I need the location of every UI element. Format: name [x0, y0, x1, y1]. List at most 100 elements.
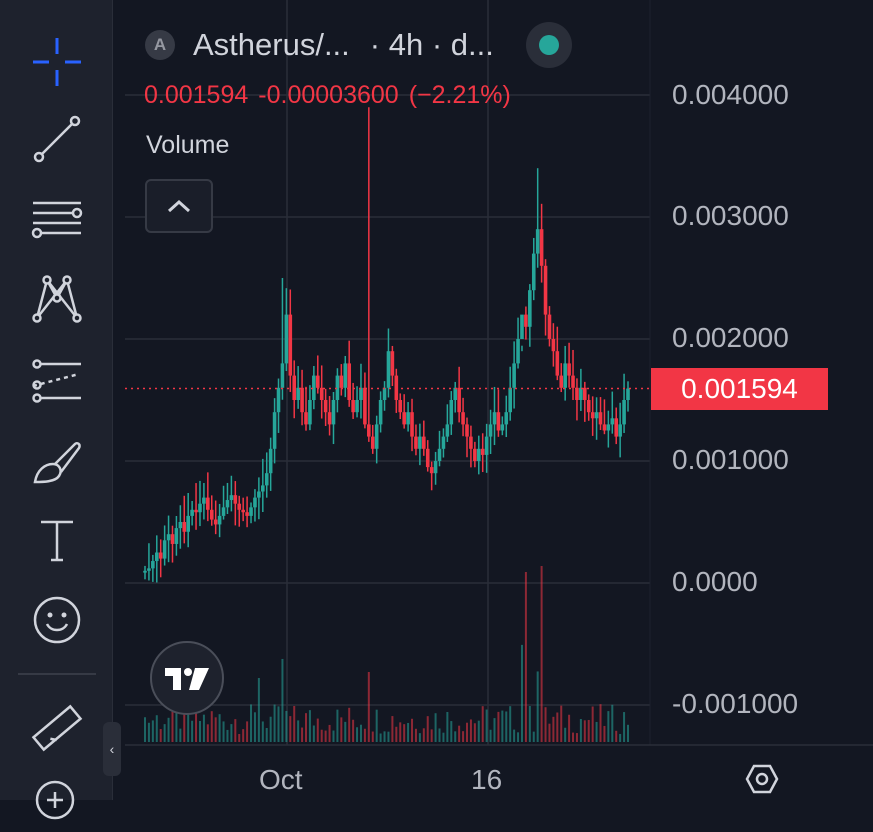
- candle-body: [225, 500, 230, 508]
- candle-body: [217, 515, 222, 525]
- volume-bar: [599, 704, 602, 742]
- volume-bar: [450, 721, 453, 742]
- symbol-header[interactable]: A Astherus/... · 4h · d...: [145, 22, 572, 68]
- volume-bar: [623, 712, 626, 742]
- candle-body: [296, 387, 300, 400]
- zoom-icon[interactable]: [27, 772, 87, 832]
- candle-body: [347, 363, 351, 400]
- price-change-percent: (−2.21%): [408, 81, 511, 109]
- candle-body: [445, 424, 450, 437]
- volume-bar: [493, 718, 496, 742]
- volume-indicator-label[interactable]: Volume: [146, 131, 230, 159]
- time-axis-label: 16: [471, 764, 503, 795]
- market-status-icon[interactable]: [525, 22, 572, 68]
- price-axis-label: 0.0000: [672, 566, 758, 597]
- chevron-up-icon: [167, 199, 191, 213]
- candle-body: [319, 387, 324, 400]
- symbol-name[interactable]: Astherus/...: [193, 27, 350, 62]
- candle-body: [398, 400, 403, 413]
- volume-bar: [568, 714, 571, 742]
- volume-bar: [250, 704, 253, 742]
- volume-bar: [403, 724, 406, 742]
- candle-body: [453, 387, 458, 400]
- candle-body: [264, 473, 269, 486]
- candle-body: [186, 515, 190, 532]
- volume-bar: [348, 707, 351, 742]
- candle-body: [559, 375, 564, 388]
- emoji-icon[interactable]: [27, 590, 87, 650]
- candle-body: [198, 503, 202, 513]
- candle-body: [143, 570, 147, 573]
- candle-body: [154, 552, 159, 562]
- ruler-icon[interactable]: [27, 700, 87, 760]
- drawing-toolbar: [0, 0, 113, 820]
- text-icon[interactable]: [27, 510, 87, 570]
- prediction-icon[interactable]: [27, 350, 87, 410]
- price-chart[interactable]: [125, 0, 873, 800]
- volume-bar: [352, 719, 355, 742]
- candle-body: [249, 507, 253, 516]
- candle-body: [245, 512, 249, 516]
- price-axis-label: -0.001000: [672, 688, 799, 719]
- volume-bar: [414, 728, 417, 742]
- candle-body: [476, 448, 481, 461]
- candle-body: [441, 436, 446, 449]
- candle-body: [374, 424, 379, 449]
- candle-body: [516, 339, 520, 364]
- volume-bar: [293, 705, 296, 742]
- volume-bar: [147, 722, 150, 742]
- volume-bar: [383, 731, 386, 742]
- volume-bar: [595, 721, 598, 742]
- volume-bar: [320, 729, 323, 742]
- candle-body: [355, 400, 359, 413]
- candle-body: [174, 528, 179, 544]
- volume-bar: [210, 711, 213, 742]
- volume-bar: [583, 720, 586, 742]
- volume-bar: [477, 720, 480, 742]
- volume-bar: [572, 732, 575, 742]
- volume-bar: [430, 729, 433, 742]
- candle-body: [257, 491, 261, 498]
- fib-retracement-icon[interactable]: [27, 189, 87, 249]
- volume-bar: [371, 731, 374, 742]
- volume-bar: [473, 723, 476, 742]
- candle-body: [390, 351, 395, 376]
- tradingview-logo[interactable]: [150, 641, 224, 715]
- brush-icon[interactable]: [27, 432, 87, 492]
- candle-body: [610, 418, 615, 425]
- volume-bar: [481, 706, 484, 742]
- volume-bar: [222, 721, 225, 742]
- trend-line-icon[interactable]: [27, 109, 87, 169]
- volume-bar: [411, 718, 414, 742]
- current-price-tag: 0.001594: [651, 368, 828, 410]
- volume-bar: [230, 724, 233, 742]
- volume-bar: [627, 724, 629, 742]
- volume-bar: [387, 731, 390, 742]
- candle-body: [367, 424, 371, 437]
- volume-bar: [407, 722, 410, 742]
- pattern-icon[interactable]: [27, 268, 87, 328]
- candle-body: [300, 387, 304, 413]
- volume-collapse-button[interactable]: [145, 179, 213, 233]
- volume-bar: [591, 706, 594, 742]
- candle-body: [237, 503, 242, 510]
- volume-bar: [167, 717, 170, 742]
- candle-body: [429, 467, 434, 474]
- candle-body: [327, 412, 332, 425]
- volume-bar: [285, 710, 288, 742]
- candle-body: [370, 436, 375, 449]
- candle-body: [323, 400, 328, 413]
- candle-body: [209, 509, 214, 520]
- settings-icon[interactable]: [745, 762, 779, 796]
- candle-body: [378, 400, 383, 425]
- candle-body: [571, 375, 575, 388]
- volume-bar: [206, 724, 209, 742]
- candle-body: [594, 412, 599, 419]
- volume-bar: [564, 727, 567, 742]
- volume-bar: [438, 728, 441, 742]
- symbol-interval[interactable]: · 4h · d...: [369, 27, 494, 62]
- crosshair-icon[interactable]: [27, 32, 87, 92]
- volume-bar: [183, 704, 186, 742]
- volume-bar: [289, 716, 292, 742]
- collapse-toolbar-button[interactable]: ‹: [103, 722, 121, 776]
